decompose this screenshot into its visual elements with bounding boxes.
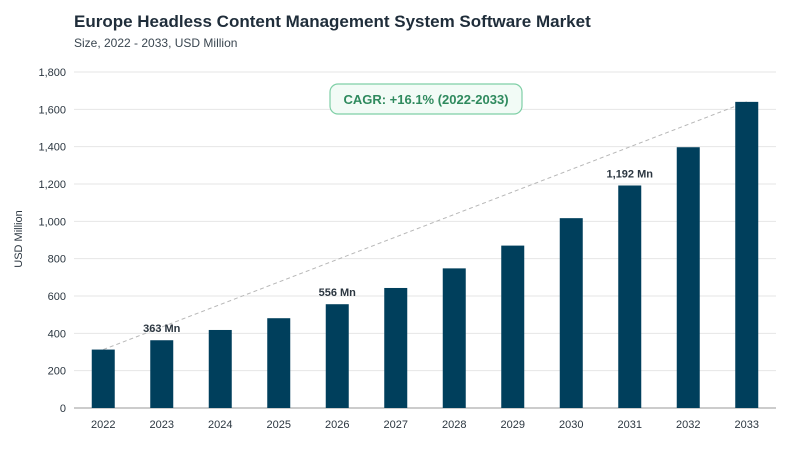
cagr-box bbox=[329, 83, 523, 115]
y-tick-label: 1,200 bbox=[38, 179, 66, 191]
y-axis-ticks: 0 200 400 600 800 1,000 1,200 1,400 1,600 1,800 bbox=[38, 67, 66, 415]
x-tick-label: 2025 bbox=[267, 419, 291, 431]
y-tick-label: 800 bbox=[48, 254, 66, 266]
y-tick-label: 0 bbox=[60, 403, 66, 415]
y-tick-label: 400 bbox=[48, 328, 66, 340]
y-axis-label: USD Million bbox=[13, 210, 25, 267]
y-tick-label: 200 bbox=[48, 366, 66, 378]
bar bbox=[559, 218, 583, 408]
x-tick-label: 2033 bbox=[735, 419, 759, 431]
trend-line bbox=[103, 101, 747, 351]
x-tick-label: 2029 bbox=[501, 419, 525, 431]
x-tick-label: 2024 bbox=[208, 419, 232, 431]
x-tick-label: 2022 bbox=[91, 419, 115, 431]
bar bbox=[676, 147, 700, 408]
bar bbox=[442, 268, 466, 408]
bar bbox=[618, 185, 642, 408]
data-labels: 363 Mn 556 Mn 1,192 Mn bbox=[143, 168, 653, 335]
x-tick-label: 2026 bbox=[325, 419, 349, 431]
bar bbox=[208, 329, 232, 408]
y-tick-label: 1,600 bbox=[38, 104, 66, 116]
data-label: 556 Mn bbox=[319, 287, 357, 299]
bar bbox=[735, 101, 759, 408]
x-tick-label: 2030 bbox=[559, 419, 583, 431]
cagr-label: CAGR: +16.1% (2022-2033) bbox=[343, 92, 508, 107]
bar bbox=[384, 287, 408, 408]
bar bbox=[267, 318, 291, 408]
x-tick-label: 2027 bbox=[384, 419, 408, 431]
bar bbox=[91, 349, 115, 408]
bars bbox=[91, 101, 759, 408]
bar bbox=[501, 245, 525, 408]
x-tick-label: 2031 bbox=[618, 419, 642, 431]
chart-subtitle: Size, 2022 - 2033, USD Million bbox=[74, 36, 238, 50]
x-axis-ticks: 2022 2023 2024 2025 2026 2027 2028 2029 2030 2031… bbox=[91, 419, 759, 431]
data-label: 1,192 Mn bbox=[607, 168, 654, 180]
y-tick-label: 1,000 bbox=[38, 216, 66, 228]
chart-title: Europe Headless Content Management Syste… bbox=[74, 12, 591, 31]
cagr-annotation: CAGR: +16.1% (2022-2033) bbox=[329, 83, 523, 115]
y-tick-label: 1,800 bbox=[38, 67, 66, 79]
bar bbox=[150, 340, 174, 408]
x-tick-label: 2023 bbox=[150, 419, 174, 431]
data-label: 363 Mn bbox=[143, 323, 181, 335]
y-tick-label: 600 bbox=[48, 291, 66, 303]
bar bbox=[325, 304, 349, 408]
x-tick-label: 2032 bbox=[676, 419, 700, 431]
x-tick-label: 2028 bbox=[442, 419, 466, 431]
y-tick-label: 1,400 bbox=[38, 142, 66, 154]
grid-lines bbox=[74, 71, 776, 409]
